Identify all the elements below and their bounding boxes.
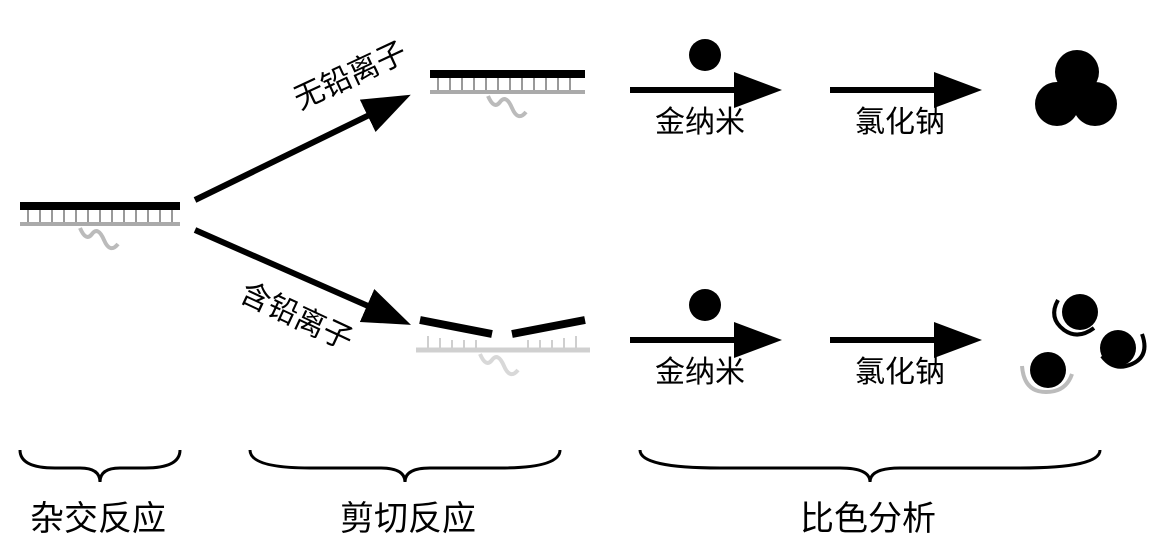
gold-np-icon-top: [689, 39, 721, 71]
label-gold-top: 金纳米: [655, 106, 745, 139]
label-bottom-branch: 含铅离子: [235, 276, 358, 357]
brace-phase3: [640, 450, 1100, 482]
dispersed-particles: [1022, 294, 1144, 392]
gold-np-icon-bottom: [689, 289, 721, 321]
top-intact-duplex: [430, 74, 585, 116]
label-phase2: 剪切反应: [340, 500, 476, 538]
brace-phase2: [250, 450, 560, 482]
bottom-cleaved-duplex: [416, 320, 590, 374]
initial-duplex: [20, 206, 180, 248]
aggregated-cluster: [1035, 50, 1117, 126]
branch-arrow-top: [195, 100, 400, 200]
label-phase1: 杂交反应: [30, 500, 166, 538]
brace-phase1: [20, 450, 180, 482]
label-salt-bottom: 氯化钠: [855, 356, 945, 389]
label-salt-top: 氯化钠: [855, 106, 945, 139]
diagram-root: 无铅离子 含铅离子 金纳: [0, 0, 1158, 558]
label-gold-bottom: 金纳米: [655, 356, 745, 389]
label-phase3: 比色分析: [800, 500, 936, 538]
